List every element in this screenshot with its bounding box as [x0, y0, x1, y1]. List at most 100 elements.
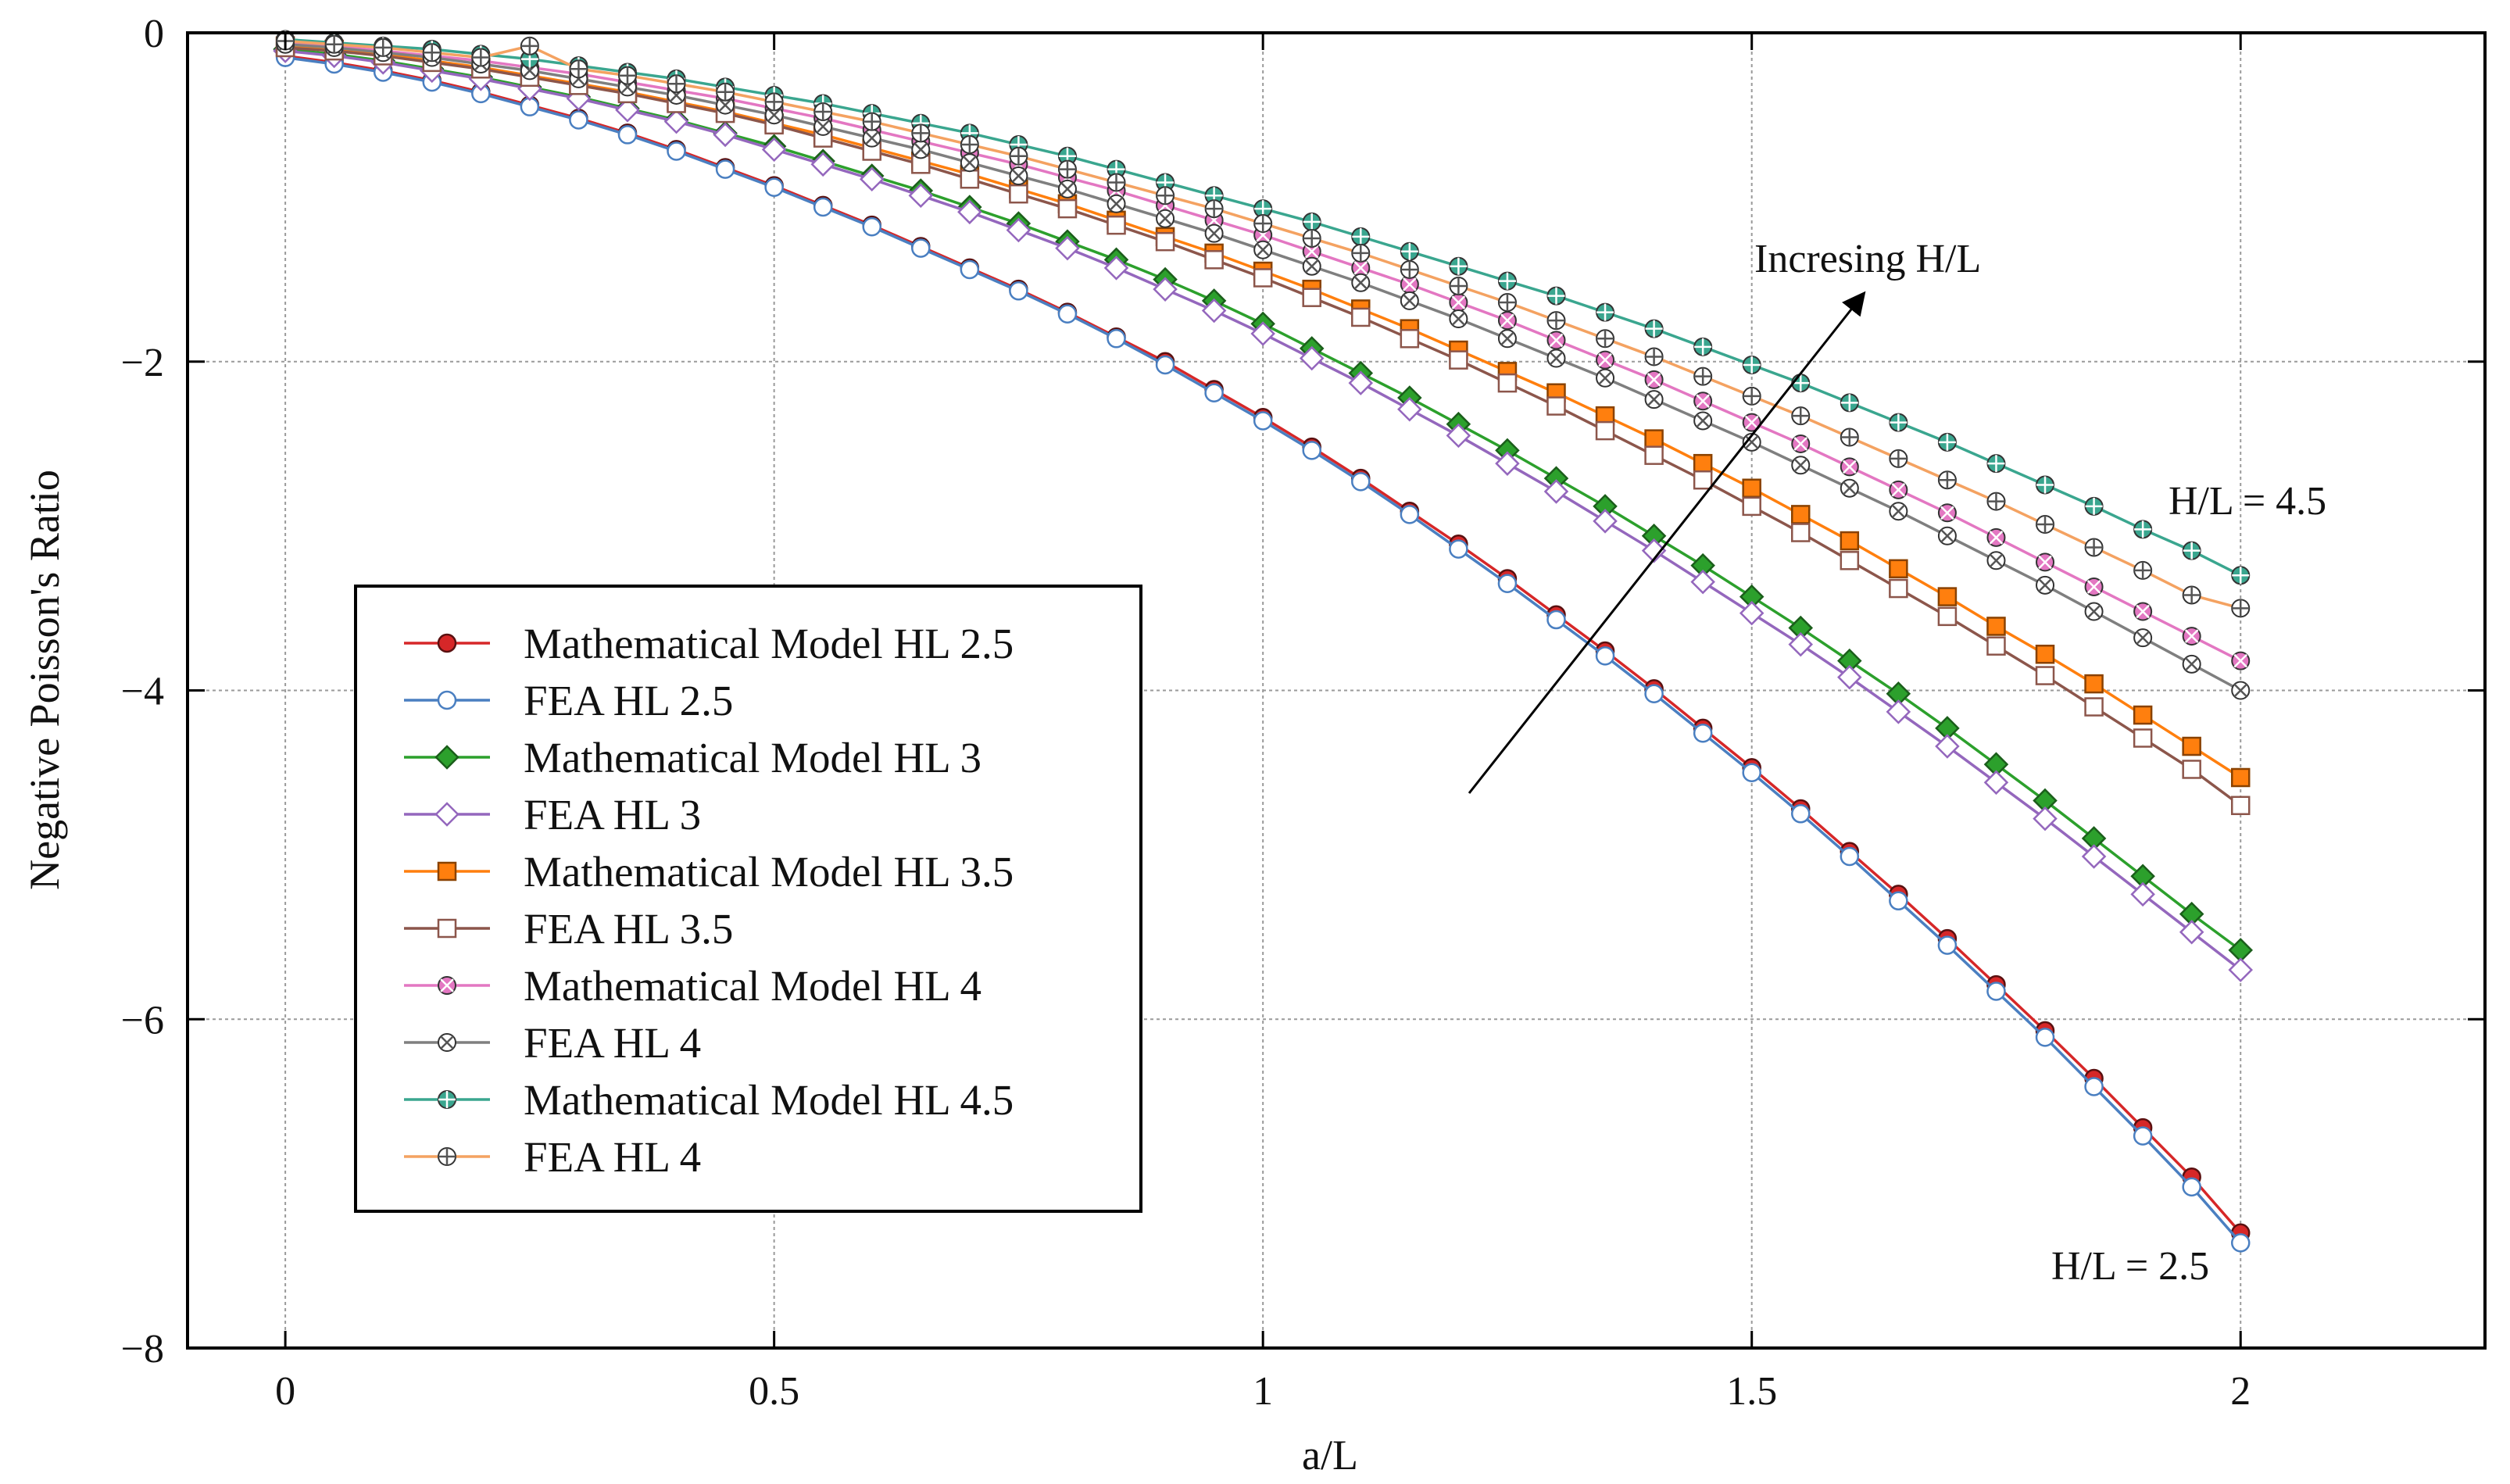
data-point — [1693, 470, 1713, 490]
marker-stroke — [1451, 312, 1466, 326]
marker-stroke — [1011, 169, 1026, 183]
data-point — [1546, 331, 1566, 350]
marker-stroke — [864, 131, 879, 145]
series-10 — [276, 31, 2251, 618]
marker-stroke — [2038, 555, 2052, 570]
data-point — [1546, 610, 1566, 630]
data-point — [813, 197, 833, 217]
data-point — [1791, 456, 1811, 475]
data-point — [1009, 184, 1028, 204]
data-point — [2230, 767, 2251, 788]
data-point — [764, 177, 784, 198]
data-point — [1742, 763, 1761, 782]
data-point — [1302, 288, 1321, 307]
data-point — [1449, 309, 1468, 329]
marker-stroke — [1500, 331, 1514, 346]
data-point — [1204, 383, 1224, 402]
data-point — [2084, 577, 2104, 596]
legend: Mathematical Model HL 2.5 FEA HL 2.5 Mathe… — [354, 585, 1142, 1213]
data-point — [1644, 347, 1664, 367]
x-tick-label: 0.5 — [749, 1369, 799, 1414]
annotation-hl-4-5: H/L = 4.5 — [2169, 479, 2326, 524]
data-point — [1889, 502, 1908, 521]
y-axis-title: Negative Poisson's Ratio — [21, 470, 68, 890]
data-point — [2182, 760, 2201, 779]
data-point — [1253, 240, 1273, 259]
marker-stroke — [1158, 211, 1172, 226]
data-point — [1693, 392, 1713, 411]
data-point — [1446, 423, 1471, 449]
data-point — [1546, 349, 1566, 368]
data-point — [1937, 606, 1958, 627]
data-point — [716, 82, 735, 102]
data-point — [960, 153, 979, 173]
data-point — [1107, 215, 1126, 235]
legend-label: FEA HL 3.5 — [524, 905, 733, 953]
legend-marker — [437, 633, 457, 653]
data-point — [1595, 646, 1615, 666]
data-point — [1546, 396, 1566, 416]
data-point — [1057, 159, 1077, 179]
data-point — [2182, 654, 2201, 674]
data-point — [2084, 697, 2104, 717]
legend-entry: Mathematical Model HL 3.5 — [404, 848, 1014, 896]
data-point — [2182, 541, 2201, 560]
data-point — [1644, 319, 1664, 338]
increasing-arrow — [1468, 291, 1866, 794]
data-point — [1057, 198, 1078, 219]
data-point — [1057, 304, 1078, 324]
marker-stroke — [2233, 683, 2248, 698]
data-point — [1840, 846, 1860, 867]
x-axis-title: a/L — [1302, 1432, 1358, 1479]
legend-marker — [434, 745, 459, 770]
data-point — [1644, 445, 1664, 465]
marker-stroke — [1793, 458, 1808, 473]
marker-stroke — [1647, 392, 1661, 406]
data-point — [1889, 891, 1908, 911]
data-point — [1348, 370, 1374, 395]
data-point — [2179, 919, 2204, 945]
data-point — [1250, 321, 1275, 346]
data-point — [1495, 451, 1520, 476]
marker-stroke — [1940, 506, 1954, 520]
legend-label: Mathematical Model HL 3 — [524, 734, 981, 781]
data-point — [1107, 194, 1126, 213]
series-4 — [273, 38, 2254, 982]
data-point — [1742, 386, 1761, 406]
marker-stroke — [2233, 653, 2248, 668]
data-point — [1103, 256, 1129, 281]
marker-stroke — [1060, 182, 1074, 196]
data-point — [1739, 600, 1765, 626]
data-point — [1889, 480, 1908, 499]
marker-stroke — [1891, 504, 1906, 518]
data-point — [1009, 146, 1028, 166]
marker-stroke — [2136, 631, 2150, 645]
data-point — [1693, 367, 1713, 386]
marker-stroke — [2184, 629, 2199, 643]
data-point — [1057, 179, 1077, 198]
marker-stroke — [1744, 415, 1759, 430]
data-point — [1204, 199, 1224, 219]
data-point — [2084, 1077, 2104, 1096]
legend-label: FEA HL 2.5 — [524, 677, 733, 724]
data-point — [1693, 723, 1713, 743]
data-point — [1546, 311, 1566, 331]
data-point — [2036, 552, 2055, 572]
data-point — [1889, 413, 1908, 432]
marker-stroke — [1256, 242, 1270, 257]
data-point — [1788, 631, 1814, 657]
marker-stroke — [2086, 580, 2101, 594]
legend-marker — [438, 976, 456, 995]
data-point — [1400, 259, 1419, 279]
data-point — [2036, 515, 2055, 535]
data-point — [1937, 470, 1957, 490]
data-point — [1400, 291, 1419, 310]
data-point — [667, 141, 686, 161]
data-point — [1546, 286, 1566, 306]
data-point — [2084, 674, 2104, 694]
data-point — [2182, 736, 2201, 756]
data-point — [1497, 293, 1517, 313]
marker-stroke — [1696, 394, 1710, 409]
data-point — [2036, 475, 2055, 495]
